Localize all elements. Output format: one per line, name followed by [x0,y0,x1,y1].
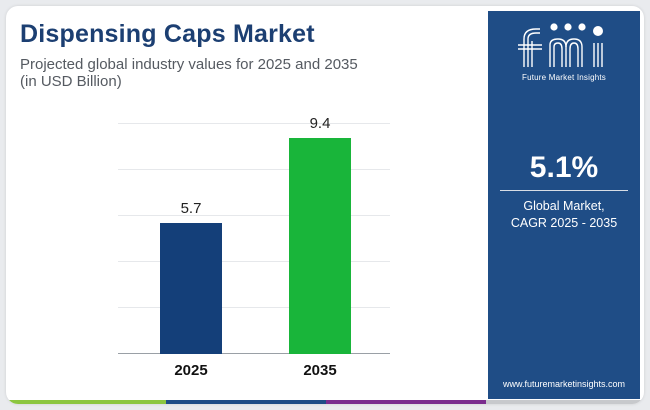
strip-segment [166,400,326,404]
strip-segment [6,400,166,404]
website-url[interactable]: www.futuremarketinsights.com [502,379,626,389]
gridline [118,215,390,216]
fmi-logo-graphic [518,23,603,67]
cagr-label: Global Market, CAGR 2025 - 2035 [488,198,640,232]
bar-2025 [160,222,222,354]
infographic-card: Dispensing Caps Market Projected global … [6,6,644,404]
subtitle-line-1: Projected global industry values for 202… [20,56,358,73]
cagr-label-line-2: CAGR 2025 - 2035 [510,216,618,230]
page-title: Dispensing Caps Market [20,20,315,48]
bottom-color-strip [6,400,644,404]
gridline [118,123,390,124]
bar-chart: 5.7 2025 9.4 2035 [118,115,390,379]
x-tick-label-2035: 2035 [303,362,337,379]
cagr-divider [500,190,628,191]
subtitle-line-2: (in USD Billion) [20,73,122,90]
strip-segment [486,400,644,404]
bar-value-label-2035: 9.4 [309,114,331,132]
gridline [118,261,390,262]
fmi-logo: Future Market Insights [510,19,620,85]
strip-segment [326,400,486,404]
bar-value-label-2025: 5.7 [180,199,202,217]
side-panel: Future Market Insights 5.1% Global Marke… [488,11,640,399]
x-axis-line [118,353,390,354]
gridline [118,307,390,308]
bar-2035 [289,137,351,354]
page-subtitle: Projected global industry values for 202… [20,56,440,90]
x-tick-label-2025: 2025 [174,362,208,379]
gridline [118,169,390,170]
logo-subtext: Future Market Insights [522,73,606,82]
cagr-value: 5.1% [529,151,599,184]
cagr-label-line-1: Global Market, [523,199,605,213]
